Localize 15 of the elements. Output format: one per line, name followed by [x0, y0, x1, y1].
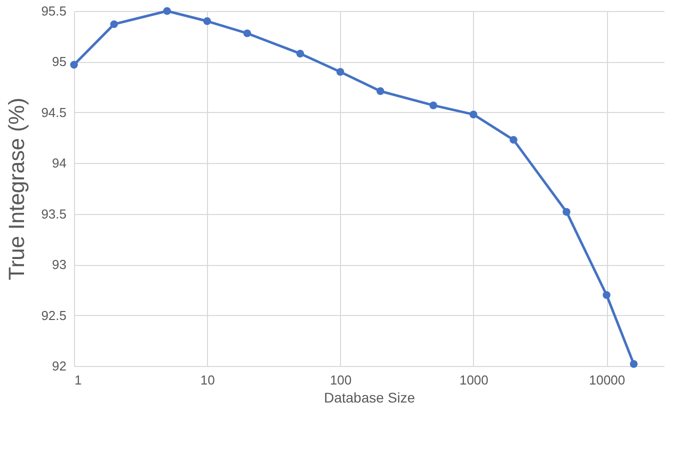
y-tick-label: 94.5	[41, 104, 66, 120]
y-tick-label: 93.5	[41, 206, 66, 222]
x-tick-label: 10	[200, 372, 215, 388]
x-tick-label: 10000	[588, 372, 626, 388]
y-tick-label: 95	[52, 54, 66, 70]
y-tick-label: 93	[52, 257, 66, 272]
x-tick-label: 100	[330, 372, 352, 388]
x-tick-label: 1	[74, 372, 82, 388]
x-axis-title: Database Size	[324, 390, 416, 406]
x-tick-label: 1000	[459, 372, 488, 388]
y-tick-label: 92	[52, 358, 66, 374]
y-axis-title: True Integrase (%)	[4, 98, 30, 280]
y-tick-label: 92.5	[41, 308, 66, 323]
y-tick-label: 94	[52, 156, 66, 171]
y-tick-label: 95.5	[41, 4, 66, 18]
